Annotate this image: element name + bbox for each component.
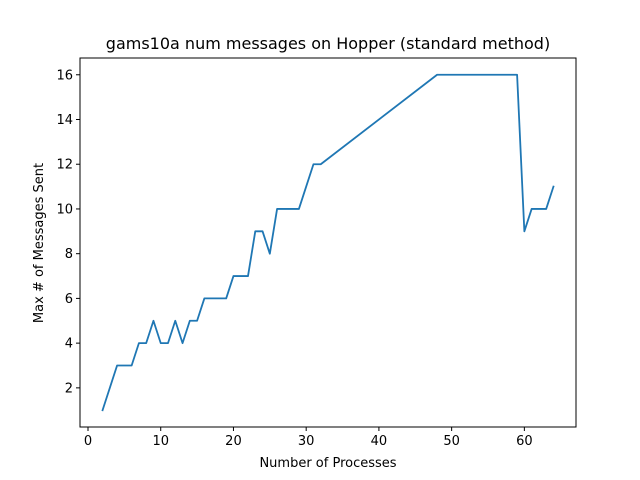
- x-tick-label: 10: [152, 434, 169, 449]
- y-tick-label: 10: [56, 202, 73, 217]
- x-tick-label: 40: [371, 434, 388, 449]
- x-tick-label: 0: [84, 434, 92, 449]
- x-axis-label: Number of Processes: [259, 456, 396, 471]
- x-tick-label: 30: [298, 434, 315, 449]
- y-tick-label: 4: [65, 337, 73, 352]
- plot-area: 0 10 20 30 40 50 60 2 4 6 8 10 12 14 16: [56, 57, 577, 449]
- x-tick-label: 50: [443, 434, 460, 449]
- x-tick-label: 60: [516, 434, 533, 449]
- y-tick-label: 8: [65, 247, 73, 262]
- y-tick-label: 6: [65, 292, 73, 307]
- y-tick-label: 16: [56, 68, 73, 83]
- y-tick-label: 12: [56, 158, 73, 173]
- chart-title: gams10a num messages on Hopper (standard…: [106, 34, 550, 53]
- series-line-0: [101, 73, 555, 412]
- axes-frame: [79, 57, 577, 428]
- y-tick-label: 2: [65, 381, 73, 396]
- y-tick-label: 14: [56, 113, 73, 128]
- y-axis-label: Max # of Messages Sent: [32, 163, 47, 323]
- x-tick-label: 20: [225, 434, 242, 449]
